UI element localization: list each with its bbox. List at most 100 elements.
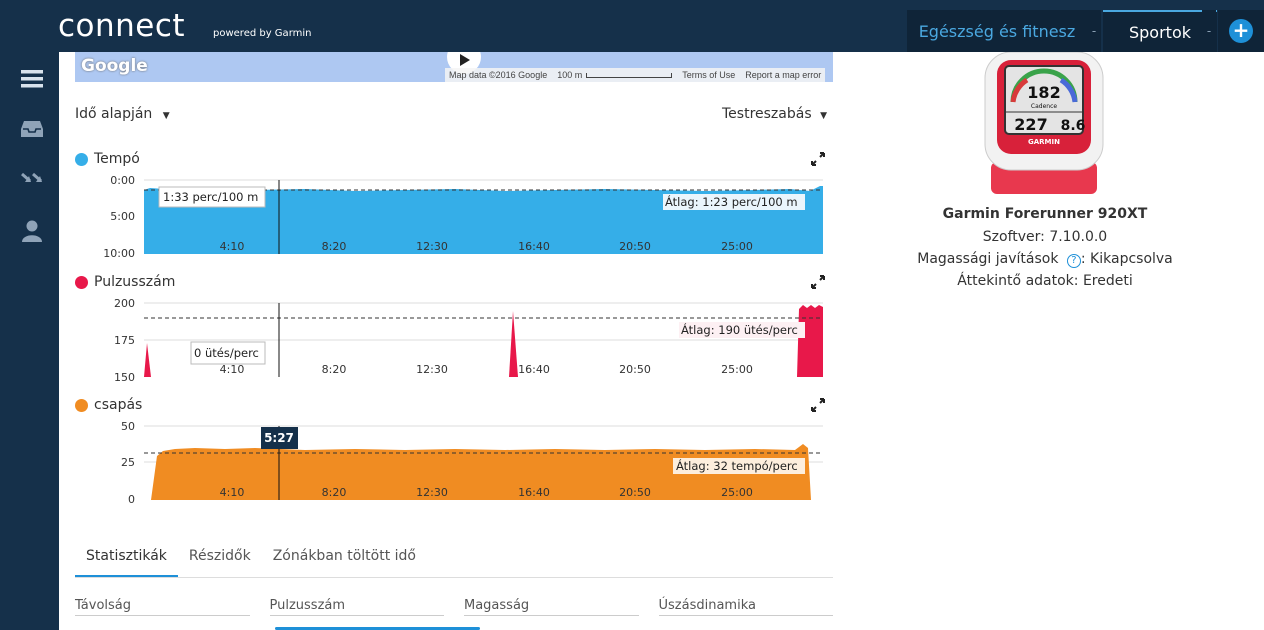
x-tick: 8:20 (322, 240, 347, 253)
y-tick: 10:00 (103, 247, 135, 258)
hr-average-box (679, 322, 805, 338)
x-tick: 16:40 (518, 363, 550, 376)
expand-icon[interactable] (811, 275, 825, 289)
x-tick: 4:10 (220, 363, 245, 376)
stat-elevation-heading: Magasság (464, 598, 639, 616)
tab-statistics[interactable]: Statisztikák (75, 540, 178, 577)
pace-chart-title: Tempó (75, 151, 140, 167)
y-tick: 0:00 (110, 174, 135, 187)
profile-icon[interactable] (19, 218, 45, 244)
x-tick: 8:20 (322, 363, 347, 376)
hr-spike (509, 311, 518, 377)
sidebar (0, 52, 59, 630)
stroke-title-text: csapás (94, 397, 143, 413)
pace-legend-dot (75, 152, 88, 166)
stat-heart-rate-heading: Pulzusszám (269, 598, 444, 616)
hr-chart-title: Pulzusszám (75, 274, 175, 290)
connections-icon[interactable] (19, 166, 45, 192)
stat-swim-dynamics-heading: Úszásdinamika (658, 598, 833, 616)
connect-logo[interactable]: connect (58, 8, 186, 44)
hr-title-text: Pulzusszám (94, 274, 176, 290)
tab-time-in-zones[interactable]: Zónákban töltött idő (272, 548, 416, 564)
nav-health-fitness[interactable]: Egészség és fitnesz (907, 10, 1087, 52)
caret-down-icon: ▼ (162, 111, 170, 121)
pace-tooltip: 1:33 perc/100 m (163, 190, 258, 204)
device-image: 182 Cadence 227 8.6 GARMIN (984, 52, 1104, 194)
stat-columns: Távolság Pulzusszám Magasság Úszásdinami… (75, 598, 833, 616)
report-map-error-link[interactable]: Report a map error (745, 70, 822, 80)
x-ticks: 4:10 8:20 12:30 16:40 20:50 25:00 (220, 240, 753, 253)
top-bar: connect powered by Garmin Egészség és fi… (0, 0, 1264, 52)
device-brand: GARMIN (1028, 138, 1060, 146)
add-button[interactable]: + (1218, 10, 1264, 52)
map-scale: 100 m (557, 70, 673, 80)
pace-average-box (663, 194, 805, 210)
x-tick: 12:30 (416, 240, 448, 253)
progress-bar (275, 627, 480, 630)
stat-distance-heading: Távolság (75, 598, 250, 616)
caret-down-icon: ▼ (820, 111, 827, 121)
terms-link[interactable]: Terms of Use (682, 70, 736, 80)
map-scale-label: 100 m (557, 70, 583, 80)
device-overview: Áttekintő adatok: Eredeti (957, 273, 1133, 289)
x-tick: 25:00 (721, 486, 753, 499)
x-tick: 12:30 (416, 486, 448, 499)
route-map[interactable]: Google Map data ©2016 Google 100 m Terms… (75, 52, 833, 82)
tab-splits[interactable]: Részidők (188, 548, 251, 564)
menu-icon[interactable] (19, 66, 45, 92)
y-tick: 175 (114, 334, 135, 347)
x-tick: 12:30 (416, 363, 448, 376)
hr-area (797, 305, 823, 377)
device-software: Szoftver: 7.10.0.0 (982, 229, 1108, 245)
device-name: Garmin Forerunner 920XT (942, 206, 1148, 222)
pace-chart[interactable]: 0:00 5:00 10:00 4:10 8:20 12:30 16:40 20… (75, 172, 833, 258)
scale-bar (586, 72, 673, 78)
altitude-value: : Kikapcsolva (1080, 251, 1173, 267)
nav-health-dropdown[interactable]: - (1087, 10, 1101, 52)
plus-icon: + (1229, 19, 1253, 43)
help-icon[interactable]: ? (1066, 254, 1081, 268)
stroke-legend-dot (75, 398, 88, 412)
y-tick: 0 (128, 493, 135, 504)
hr-tooltip: 0 ütés/perc (194, 346, 259, 360)
time-basis-dropdown[interactable]: Idő alapján ▼ (75, 106, 170, 122)
expand-icon[interactable] (811, 398, 825, 412)
google-logo: Google (81, 56, 148, 76)
y-tick: 5:00 (110, 210, 135, 223)
stroke-average-box (673, 458, 805, 474)
x-tick: 8:20 (322, 486, 347, 499)
pace-area (144, 186, 823, 254)
nav-sports[interactable]: Sportok (1103, 10, 1217, 52)
y-tick: 50 (121, 420, 135, 433)
pace-title-text: Tempó (94, 151, 140, 167)
device-screen-value: 182 (1027, 83, 1060, 102)
time-basis-label: Idő alapján (75, 106, 153, 122)
expand-icon[interactable] (811, 152, 825, 166)
hr-legend-dot (75, 275, 88, 289)
hr-chart[interactable]: 200 175 150 4:10 8:20 12:30 16:40 20:50 … (75, 295, 833, 381)
customize-dropdown[interactable]: Testreszabás ▼ (722, 106, 827, 122)
x-tick: 4:10 (220, 240, 245, 253)
stroke-area (151, 444, 811, 500)
cursor-time-box (261, 427, 298, 449)
map-attribution-bar: Map data ©2016 Google 100 m Terms of Use… (445, 68, 826, 82)
inbox-icon[interactable] (19, 116, 45, 142)
device-screen-value: 227 (1014, 115, 1047, 134)
stats-tabs: Statisztikák Részidők Zónákban töltött i… (75, 540, 833, 578)
logo-subtitle: powered by Garmin (213, 28, 312, 39)
altitude-label: Magassági javítások (917, 251, 1059, 267)
stroke-chart[interactable]: 50 25 0 4:10 8:20 12:30 16:40 20:50 25:0… (75, 418, 833, 504)
device-screen-label: Cadence (1031, 103, 1057, 110)
pace-average-label: Átlag: 1:23 perc/100 m (665, 194, 798, 209)
x-tick: 25:00 (721, 240, 753, 253)
y-tick: 150 (114, 371, 135, 381)
hr-tooltip-box (190, 341, 266, 365)
y-tick: 25 (121, 456, 135, 469)
device-screen-value: 8.6 (1061, 118, 1086, 134)
map-data-text: Map data ©2016 Google (449, 70, 548, 80)
x-tick: 4:10 (220, 486, 245, 499)
nav-sports-dropdown[interactable]: - (1202, 10, 1216, 52)
x-tick: 20:50 (619, 363, 651, 376)
y-tick: 200 (114, 297, 135, 310)
stroke-average-label: Átlag: 32 tempó/perc (676, 458, 798, 473)
